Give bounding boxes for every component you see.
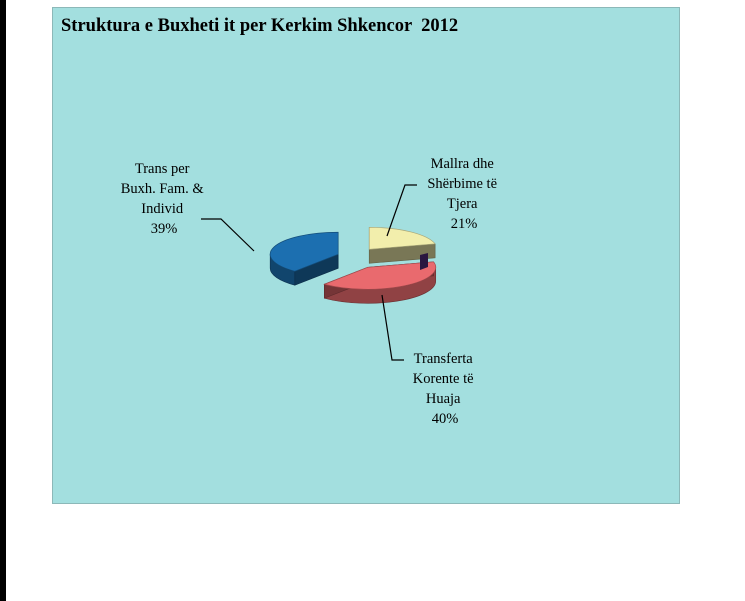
slice-label-trans-per-buxh: Trans per Buxh. Fam. & Individ 39%	[121, 161, 208, 237]
pie-slice-trans-per	[269, 231, 339, 286]
left-border-bar	[0, 0, 6, 601]
pie-shadow-sliver	[420, 253, 428, 270]
pie-slice-top-transferta	[323, 261, 436, 290]
leader-line-trans-per-buxh	[201, 218, 255, 252]
slice-label-transferta: Transferta Korente të Huaja 40%	[413, 351, 477, 427]
leader-line-transferta	[381, 294, 404, 361]
slice-label-mallra: Mallra dhe Shërbime të Tjera 21%	[427, 156, 500, 232]
leader-line-mallra	[386, 184, 417, 237]
pie-slice-top-trans-per	[269, 231, 339, 272]
pie-slices	[269, 226, 437, 304]
pie-chart: Trans per Buxh. Fam. & Individ 39% Mallr…	[121, 156, 500, 427]
chart-area: Struktura e Buxheti it per Kerkim Shkenc…	[52, 7, 680, 504]
pie-slice-mallra-dhe	[368, 226, 436, 264]
chart-title: Struktura e Buxheti it per Kerkim Shkenc…	[61, 16, 459, 36]
pie-slice-top-mallra-dhe	[368, 226, 436, 250]
pie-slice-transferta	[323, 261, 437, 304]
